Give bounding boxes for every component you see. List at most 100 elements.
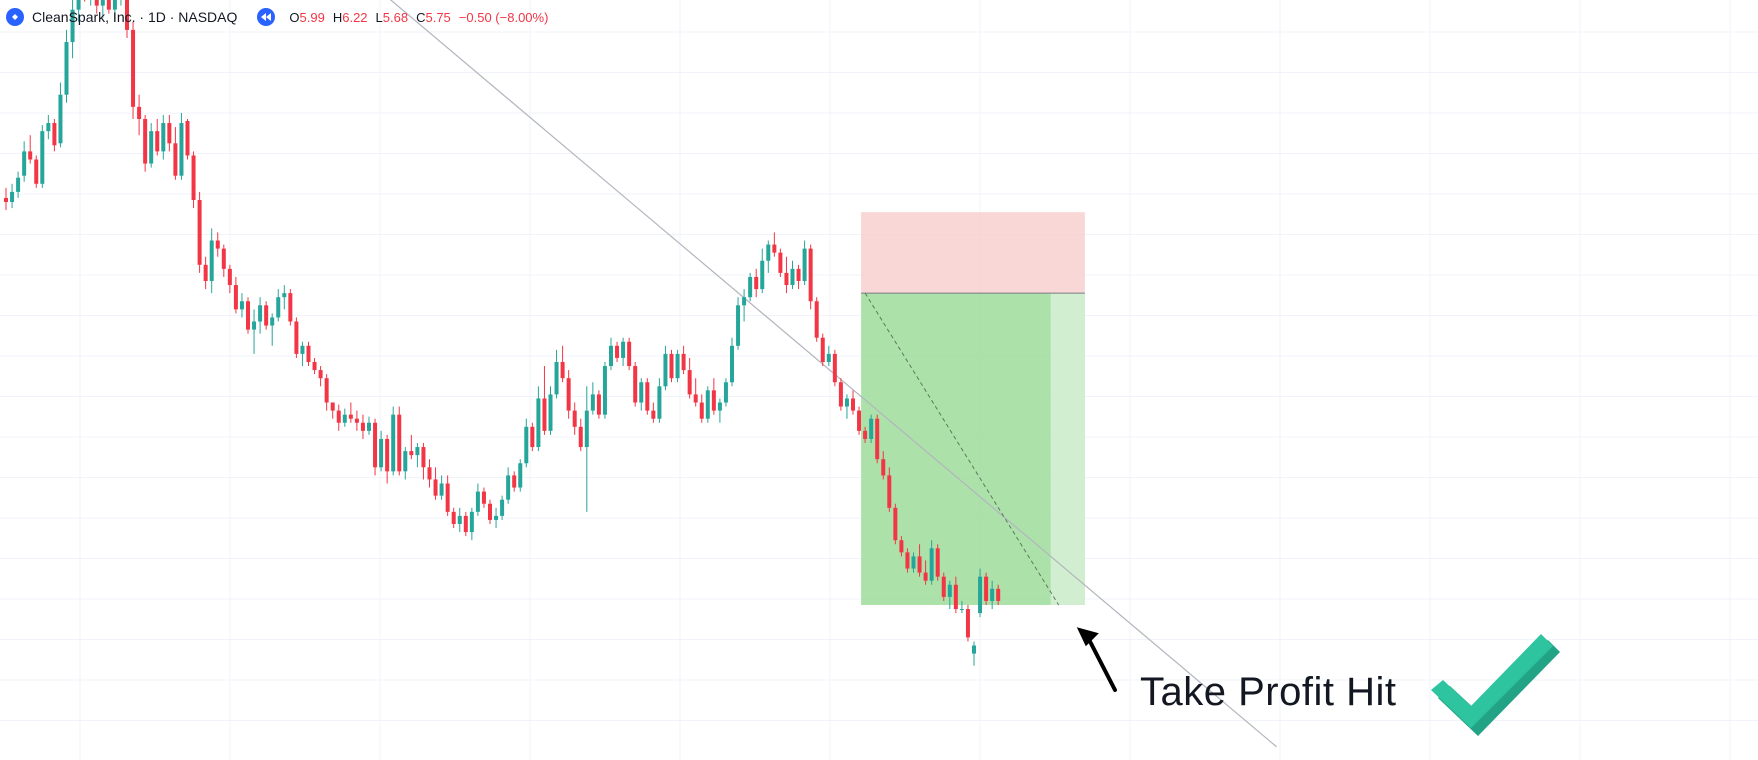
symbol-title[interactable]: CleanSpark, Inc. · 1D · NASDAQ <box>32 9 238 25</box>
candle-body <box>972 645 976 654</box>
candle-body <box>143 119 148 164</box>
candle-body <box>64 42 69 95</box>
candle <box>409 434 414 460</box>
candle <box>94 0 99 14</box>
candle-body <box>155 131 160 152</box>
candle <box>887 467 892 512</box>
candle-body <box>875 418 880 460</box>
candle-body <box>717 402 722 411</box>
drawings[interactable] <box>157 0 1277 748</box>
candle <box>16 171 21 198</box>
candle-body <box>179 123 184 176</box>
candle <box>820 333 825 367</box>
candle-body <box>766 244 771 261</box>
candle-body <box>348 414 353 419</box>
candle <box>826 345 831 367</box>
candle-body <box>373 422 378 468</box>
candle-body <box>917 556 922 573</box>
candle <box>469 507 474 541</box>
candle <box>258 297 263 334</box>
candle-body <box>929 548 934 581</box>
close-value: 5.75 <box>425 9 451 25</box>
candle-body <box>221 248 226 269</box>
candle <box>391 406 396 476</box>
candle <box>28 135 33 164</box>
take-profit-annotation: Take Profit Hit <box>1140 670 1397 714</box>
low-value: 5.68 <box>382 9 409 25</box>
candle-body <box>215 240 220 249</box>
candle <box>161 114 166 160</box>
candle <box>264 301 269 330</box>
candle <box>572 402 577 435</box>
candle-body <box>112 0 117 10</box>
candle <box>578 418 583 452</box>
trade-path-line <box>864 292 1060 606</box>
candle-body <box>106 0 111 10</box>
candle-body <box>246 301 250 330</box>
candle <box>324 374 329 411</box>
candle <box>318 366 323 387</box>
candle <box>330 402 335 419</box>
candle <box>155 119 160 156</box>
symbol-logo-icon <box>6 8 24 26</box>
candle-body <box>941 576 946 597</box>
candle <box>100 0 105 18</box>
candle-body <box>742 297 747 306</box>
candle-body <box>711 390 716 411</box>
candle-body <box>542 398 547 431</box>
position-tool[interactable] <box>861 212 1085 605</box>
candle <box>627 337 632 371</box>
candle-body <box>621 341 626 358</box>
candle <box>342 408 347 427</box>
candle-body <box>530 426 535 448</box>
candle <box>832 349 837 387</box>
candle <box>191 151 196 209</box>
candle <box>844 394 849 419</box>
candle-body <box>990 588 995 601</box>
candle-series <box>4 0 1001 666</box>
candle <box>675 349 680 383</box>
candle-body <box>899 540 904 553</box>
candle-body <box>342 414 347 423</box>
candle-body <box>669 353 674 379</box>
candle-body <box>379 438 384 468</box>
candle <box>869 414 874 443</box>
candle <box>851 390 855 415</box>
candle <box>439 475 444 500</box>
candle-body <box>324 378 329 403</box>
candle <box>481 487 486 508</box>
candle <box>669 349 674 383</box>
candle <box>64 29 69 103</box>
candle <box>149 123 154 168</box>
candle <box>488 499 492 524</box>
candle <box>838 378 843 411</box>
candle-body <box>736 305 741 346</box>
candle <box>288 289 293 326</box>
candle <box>239 293 244 318</box>
candle-body <box>748 276 753 298</box>
candle <box>772 232 777 257</box>
replay-icon[interactable] <box>257 8 276 26</box>
candle-body <box>288 293 293 322</box>
candle <box>633 362 638 407</box>
candle <box>754 268 759 298</box>
candle <box>972 641 976 666</box>
candle-body <box>252 321 257 330</box>
candle <box>941 572 946 601</box>
candle <box>699 394 704 423</box>
candle <box>548 386 553 435</box>
candle-body <box>4 197 8 203</box>
candle-body <box>893 507 898 541</box>
candle <box>784 256 789 294</box>
candle-body <box>439 483 444 496</box>
candle <box>723 378 728 407</box>
candle <box>421 443 426 480</box>
candle <box>923 560 928 585</box>
candle-body <box>191 155 196 200</box>
candle <box>645 378 650 415</box>
candle <box>173 127 178 180</box>
candle <box>433 467 438 500</box>
candle <box>360 414 365 439</box>
